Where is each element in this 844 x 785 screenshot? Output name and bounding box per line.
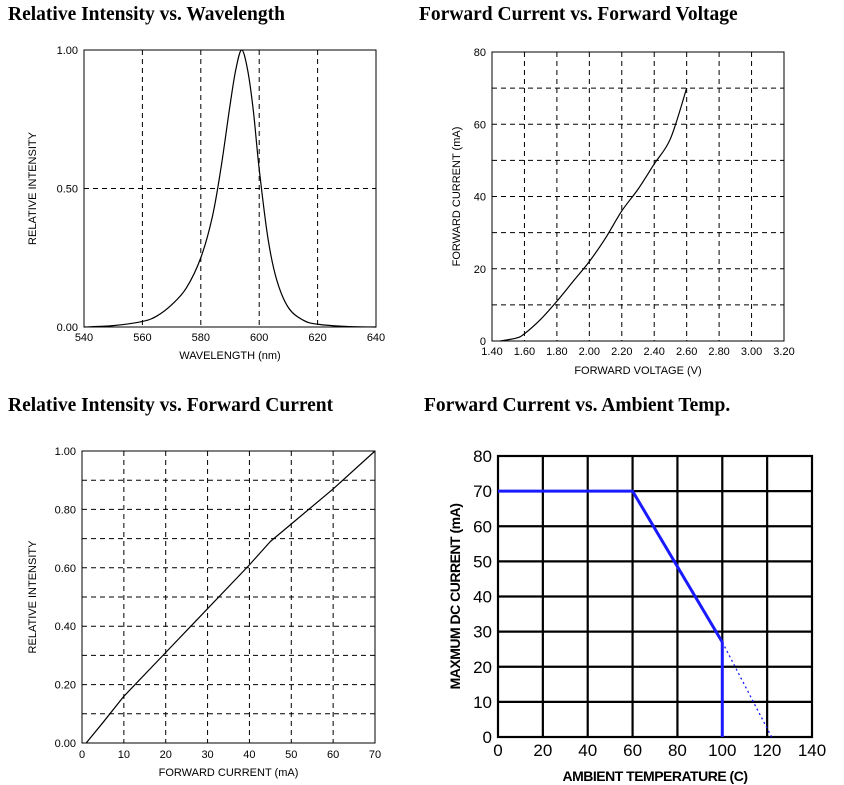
x-tick-label: 600: [250, 332, 268, 344]
series-line-1: [85, 450, 376, 744]
chart-3-relative-intensity-vs-forward-current: 0 10 20 30 40 50 60 70 0.00 0.20 0.40 0.60 0.80 1.00 F…: [27, 446, 381, 779]
y-tick-label: 20: [474, 264, 486, 276]
x-tick-label: 100: [708, 741, 736, 760]
y-axis-label: RELATIVE INTENSITY: [27, 540, 39, 654]
y-axis-label: MAXMUM DC CURRENT (mA): [447, 504, 463, 690]
x-tick-label: 1.80: [546, 346, 567, 358]
plot-frame: [496, 454, 814, 739]
y-tick-label: 20: [473, 658, 492, 677]
y-tick-label: 0: [483, 728, 492, 747]
x-tick-label: 40: [243, 749, 255, 761]
x-tick-label: 120: [753, 741, 781, 760]
y-tick-label: 0.20: [55, 680, 76, 692]
x-tick-label: 0: [493, 741, 502, 760]
plot-frame: [81, 450, 376, 744]
x-axis-label: AMBIENT TEMPERATURE (C): [562, 768, 747, 784]
x-axis-label: FORWARD VOLTAGE (V): [574, 365, 701, 377]
y-axis-label: FORWARD CURRENT (mA): [451, 127, 463, 267]
x-tick-label: 30: [201, 749, 213, 761]
x-tick-label: 40: [578, 741, 597, 760]
series-line-1: [500, 87, 688, 342]
x-tick-label: 620: [308, 332, 326, 344]
x-tick-label: 3.20: [773, 346, 794, 358]
y-tick-label: 0.00: [57, 322, 78, 334]
chart-4-title: Forward Current vs. Ambient Temp.: [424, 395, 731, 416]
series-line-1: [498, 489, 724, 737]
chart-1-title: Relative Intensity vs. Wavelength: [8, 4, 285, 25]
chart-1-relative-intensity-vs-wavelength: 540 560 580 600 620 640 0.00 0.50 1.00 WAVELENGTH…: [27, 45, 385, 362]
series-line-2: [721, 641, 773, 738]
y-tick-label: 10: [473, 693, 492, 712]
x-tick-label: 70: [369, 749, 381, 761]
y-tick-label: 0.60: [55, 563, 76, 575]
x-tick-label: 60: [327, 749, 339, 761]
y-tick-label: 1.00: [55, 446, 76, 458]
chart-2-title: Forward Current vs. Forward Voltage: [419, 4, 738, 25]
y-tick-label: 40: [474, 192, 486, 204]
chart-3-title: Relative Intensity vs. Forward Current: [8, 395, 334, 416]
x-tick-label: 80: [668, 741, 687, 760]
y-tick-label: 30: [473, 623, 492, 642]
x-tick-label: 2.20: [611, 346, 632, 358]
y-tick-label: 0.40: [55, 621, 76, 633]
x-tick-label: 50: [285, 749, 297, 761]
series-line-1: [83, 49, 377, 328]
x-tick-label: 1.60: [514, 346, 535, 358]
x-tick-label: 10: [118, 749, 130, 761]
plot-frame: [83, 49, 377, 328]
x-tick-label: 640: [367, 332, 385, 344]
y-tick-label: 50: [473, 552, 492, 571]
y-tick-label: 80: [474, 47, 486, 59]
x-axis-label: FORWARD CURRENT (mA): [159, 767, 299, 779]
x-tick-label: 0: [79, 749, 85, 761]
x-tick-label: 2.00: [579, 346, 600, 358]
y-tick-label: 0.50: [57, 184, 78, 196]
x-tick-label: 580: [192, 332, 210, 344]
x-tick-label: 3.00: [741, 346, 762, 358]
y-tick-label: 60: [474, 119, 486, 131]
y-tick-label: 80: [473, 447, 492, 466]
y-tick-label: 0.80: [55, 504, 76, 516]
x-tick-label: 60: [623, 741, 642, 760]
x-axis-label: WAVELENGTH (nm): [179, 350, 280, 362]
y-tick-label: 40: [473, 588, 492, 607]
x-tick-label: 20: [533, 741, 552, 760]
y-tick-label: 1.00: [57, 45, 78, 57]
y-tick-label: 70: [473, 482, 492, 501]
chart-2-forward-current-vs-forward-voltage: 1.40 1.60 1.80 2.00 2.20 2.40 2.60 2.80 3.00 3.20…: [451, 47, 795, 377]
x-tick-label: 560: [133, 332, 151, 344]
x-tick-label: 140: [798, 741, 826, 760]
x-tick-label: 2.80: [708, 346, 729, 358]
x-tick-label: 2.60: [676, 346, 697, 358]
x-tick-label: 20: [160, 749, 172, 761]
y-tick-label: 0: [480, 336, 486, 348]
y-tick-label: 0.00: [55, 738, 76, 750]
y-axis-label: RELATIVE INTENSITY: [27, 131, 39, 245]
plot-frame: [491, 51, 785, 342]
x-tick-label: 1.40: [481, 346, 502, 358]
x-tick-label: 2.40: [644, 346, 665, 358]
x-tick-label: 540: [75, 332, 93, 344]
y-tick-label: 60: [473, 517, 492, 536]
